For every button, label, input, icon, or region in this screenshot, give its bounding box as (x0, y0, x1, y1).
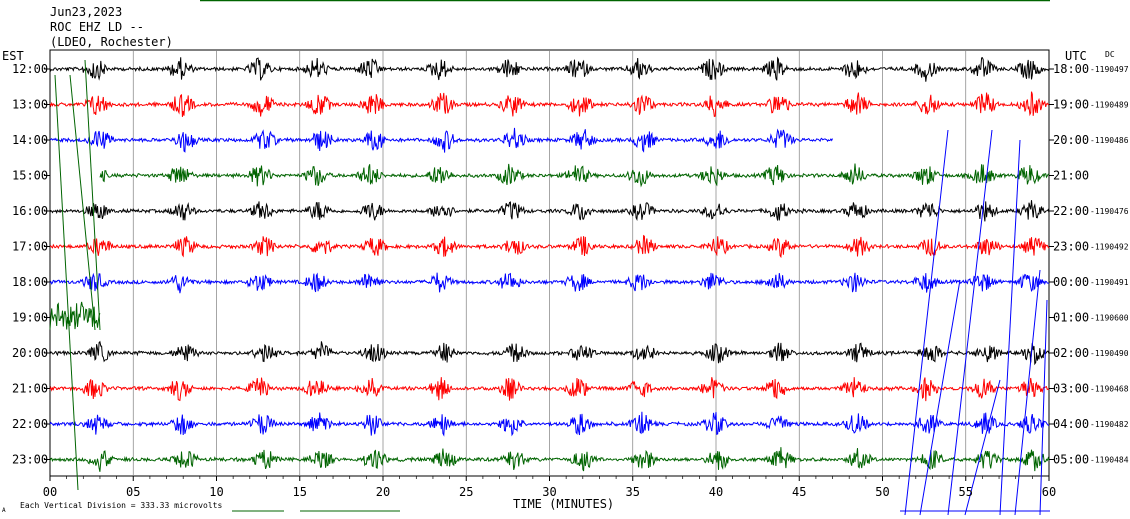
left-timezone-label: EST (2, 49, 24, 63)
stray-blue-line (919, 279, 961, 516)
header-date: Jun23,2023 (50, 5, 122, 19)
row-label-utc: 21:00 (1053, 169, 1089, 183)
stray-blue-line (1039, 299, 1048, 516)
x-axis-title: TIME (MINUTES) (513, 497, 614, 511)
row-label-utc: 01:00 (1053, 311, 1089, 325)
x-tick-label: 30 (542, 485, 556, 499)
x-tick-label: 45 (792, 485, 806, 499)
x-tick-label: 40 (709, 485, 723, 499)
row-label-utc: 23:00 (1053, 240, 1089, 254)
row-label-utc: 02:00 (1053, 346, 1089, 360)
trace-row-1300 (49, 91, 1050, 118)
trace-row-1200 (49, 56, 1050, 82)
row-dc-offset: -1190476 (1090, 207, 1129, 216)
stray-blue-line (999, 139, 1021, 516)
row-label-utc: 18:00 (1053, 62, 1089, 76)
row-label-est: 15:00 (12, 169, 48, 183)
row-label-est: 23:00 (12, 453, 48, 467)
row-label-est: 14:00 (12, 133, 48, 147)
dc-label: DC (1105, 50, 1115, 59)
x-axis: 00 05 10 15 20 25 30 35 40 45 50 55 60 (43, 476, 1056, 499)
row-dc-offset: -1190492 (1090, 243, 1129, 252)
stray-blue-line (964, 379, 1001, 516)
row-label-est: 21:00 (12, 382, 48, 396)
row-label-est: 16:00 (12, 204, 48, 218)
trace-row-1600 (49, 200, 1050, 222)
seismic-traces (49, 56, 1050, 472)
trace-row-2200 (49, 411, 1049, 437)
row-dc-offset: -1190491 (1090, 278, 1129, 287)
trace-row-1400 (49, 127, 833, 153)
x-tick-label: 50 (875, 485, 889, 499)
row-label-est: 22:00 (12, 417, 48, 431)
trace-row-1900 (49, 301, 101, 330)
row-label-utc: 00:00 (1053, 275, 1089, 289)
row-label-est: 20:00 (12, 346, 48, 360)
scale-note: Each Vertical Division = 333.33 microvol… (20, 501, 222, 510)
x-tick-label: 10 (209, 485, 223, 499)
trace-row-2300 (49, 447, 1050, 472)
row-label-utc: 04:00 (1053, 417, 1089, 431)
row-label-utc: 22:00 (1053, 204, 1089, 218)
header-network: (LDEO, Rochester) (50, 35, 173, 49)
x-tick-label: 15 (293, 485, 307, 499)
x-tick-label: 20 (376, 485, 390, 499)
row-label-utc: 03:00 (1053, 382, 1089, 396)
stray-green-line (54, 74, 79, 491)
x-tick-label: 60 (1042, 485, 1056, 499)
stray-blue-line (1014, 269, 1041, 516)
stray-lines (54, 59, 1048, 516)
stray-blue-line (947, 129, 993, 516)
corner-mark: A (2, 507, 6, 514)
row-label-est: 17:00 (12, 240, 48, 254)
header-station: ROC EHZ LD -- (50, 20, 144, 34)
trace-row-1700 (49, 234, 1050, 259)
stray-green-line (69, 74, 96, 331)
row-dc-offset: -1190497 (1090, 65, 1129, 74)
x-tick-label: 25 (459, 485, 473, 499)
row-label-est: 18:00 (12, 275, 48, 289)
row-dc-offset: -1190484 (1090, 456, 1129, 465)
row-label-utc: 19:00 (1053, 98, 1089, 112)
row-dc-offset: -1190482 (1090, 420, 1129, 429)
row-label-est: 13:00 (12, 98, 48, 112)
grid-lines (132, 50, 967, 476)
x-tick-label: 05 (126, 485, 140, 499)
row-dc-offset: -1190490 (1090, 349, 1129, 358)
row-dc-offset: -1190489 (1090, 101, 1129, 110)
x-tick-label: 00 (43, 485, 57, 499)
right-timezone-label: UTC (1065, 49, 1087, 63)
row-label-utc: 20:00 (1053, 133, 1089, 147)
x-tick-label: 35 (626, 485, 640, 499)
row-label-est: 12:00 (12, 62, 48, 76)
trace-row-2000 (49, 340, 1050, 366)
trace-row-2100 (49, 377, 1050, 402)
stray-blue-line (904, 129, 949, 516)
row-label-est: 19:00 (12, 311, 48, 325)
row-dc-offset: -1190600 (1090, 314, 1129, 323)
row-label-utc: 05:00 (1053, 453, 1089, 467)
x-tick-label: 55 (959, 485, 973, 499)
stray-green-line (84, 59, 101, 331)
trace-row-1500 (99, 163, 1049, 188)
trace-row-1800 (49, 272, 1050, 294)
row-dc-offset: -1190486 (1090, 136, 1129, 145)
row-dc-offset: -1190468 (1090, 385, 1129, 394)
